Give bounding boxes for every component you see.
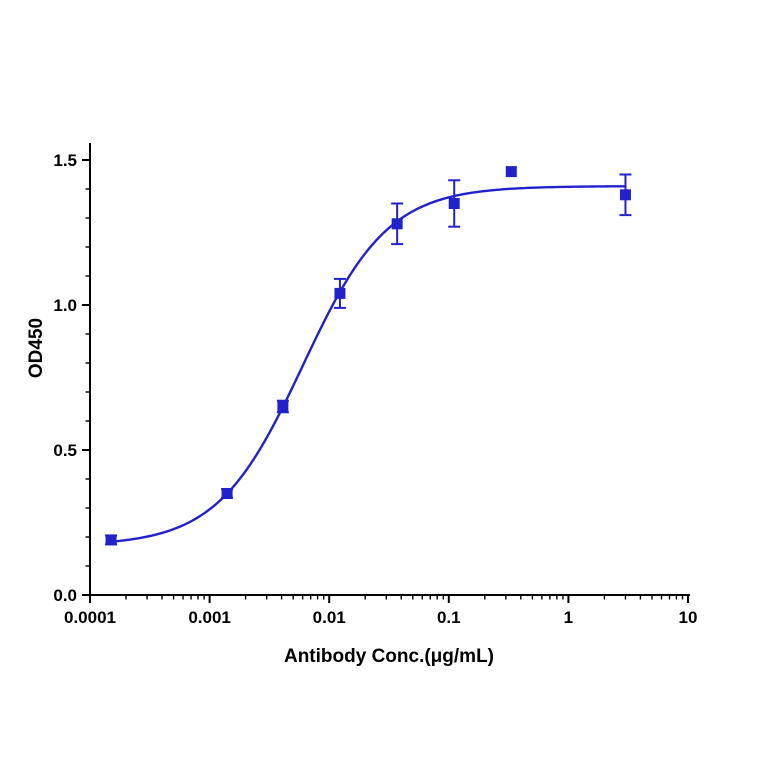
- y-tick-label: 1.0: [53, 296, 77, 315]
- data-point-marker: [619, 189, 631, 201]
- x-tick-label: 0.1: [437, 608, 461, 627]
- data-point-marker: [221, 488, 233, 499]
- x-tick-label: 0.0001: [64, 608, 116, 627]
- data-point-marker: [105, 534, 117, 546]
- y-tick-label: 0.5: [53, 441, 77, 460]
- fit-curve: [109, 185, 627, 543]
- plot-area: 0.0001 0.001 0.01 0.1 1 10 0.0 0.5 1.0 1.5: [53, 143, 697, 627]
- x-tick-label: 0.001: [188, 608, 231, 627]
- data-point-marker: [448, 198, 460, 209]
- x-tick-label: 1: [564, 608, 573, 627]
- x-tick-label: 0.01: [313, 608, 346, 627]
- x-axis-title: Antibody Conc.(μg/mL): [284, 646, 494, 667]
- y-tick-label: 1.5: [53, 151, 77, 170]
- data-point-marker: [334, 287, 346, 299]
- y-axis-title: OD450: [26, 318, 47, 378]
- data-point-marker: [505, 166, 517, 178]
- data-point-marker: [391, 218, 403, 230]
- x-tick-label: 10: [679, 608, 698, 627]
- y-tick-label: 0.0: [53, 586, 77, 605]
- data-point-marker: [277, 401, 289, 412]
